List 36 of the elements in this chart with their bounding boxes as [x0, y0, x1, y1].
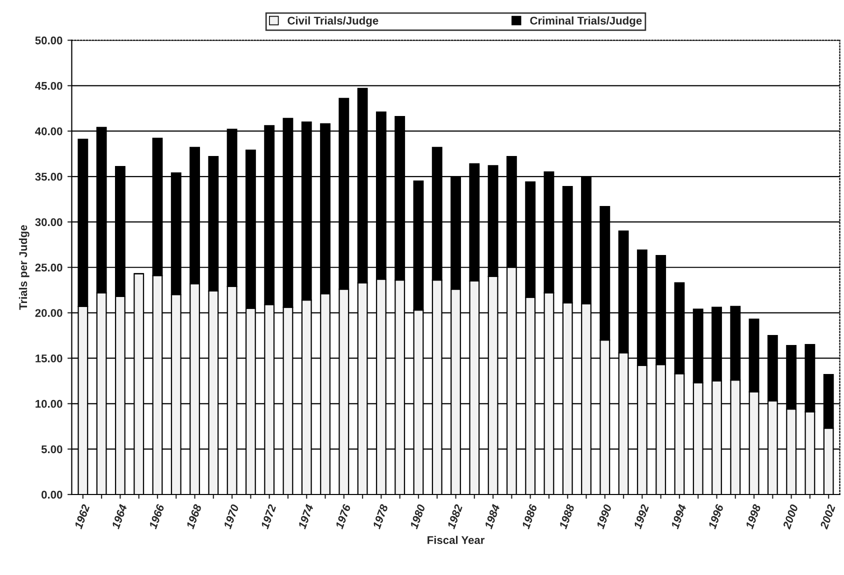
x-tick-label: 1970	[223, 504, 240, 530]
y-tick-label: 10.00	[36, 400, 62, 408]
y-tick-label: 45.00	[35, 82, 62, 90]
x-tick-label: 1974	[298, 504, 314, 530]
x-tick-label: 1982	[447, 504, 463, 530]
x-axis-title: Fiscal Year	[428, 536, 485, 544]
x-tick-label: 1988	[558, 504, 575, 530]
x-tick-label: 1978	[372, 504, 388, 530]
y-tick-label: 30.00	[35, 218, 62, 226]
x-tick-label: 1962	[74, 504, 90, 530]
x-tick-label: 1990	[596, 504, 612, 530]
y-tick-label: 0.00	[42, 490, 62, 499]
x-tick-label: 1994	[670, 504, 686, 530]
x-tick-label: 1966	[148, 504, 165, 530]
y-tick-label: 5.00	[41, 445, 62, 454]
y-tick-label: 15.00	[36, 354, 62, 362]
legend-label: Criminal Trials/Judge	[530, 16, 642, 27]
y-tick-label: 50.00	[35, 36, 62, 44]
y-tick-label: 20.00	[35, 309, 62, 317]
x-tick-label: 1996	[708, 504, 724, 530]
x-tick-label: 1980	[410, 504, 426, 530]
x-tick-label: 1964	[111, 504, 128, 530]
x-tick-label: 1972	[260, 504, 276, 530]
legend-label: Civil Trials/Judge	[288, 16, 378, 27]
x-tick-label: 1976	[335, 504, 351, 530]
x-tick-label: 1968	[186, 504, 202, 530]
x-tick-label: 2000	[782, 504, 798, 530]
x-tick-label: 1986	[522, 504, 538, 530]
y-tick-label: 25.00	[35, 264, 62, 272]
y-tick-label: 40.00	[35, 127, 62, 136]
x-tick-label: 1998	[745, 504, 762, 530]
x-tick-label: 1984	[484, 504, 500, 530]
x-tick-label: 1992	[633, 504, 650, 530]
y-tick-label: 35.00	[35, 172, 62, 181]
y-axis-title: Trials per Judge	[18, 225, 30, 310]
x-tick-label: 2002	[820, 504, 836, 530]
